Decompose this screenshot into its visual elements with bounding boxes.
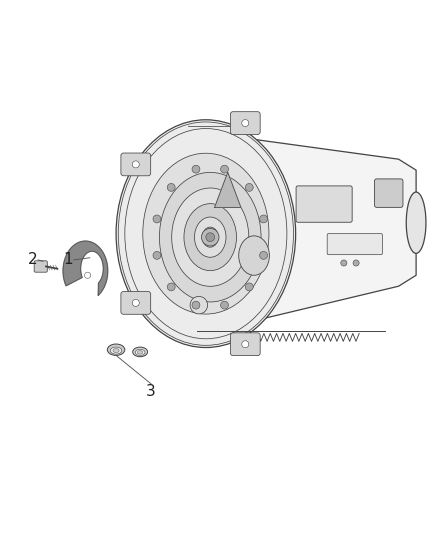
Ellipse shape: [107, 344, 125, 356]
Circle shape: [192, 165, 200, 173]
Circle shape: [242, 341, 249, 348]
Polygon shape: [184, 130, 416, 337]
FancyBboxPatch shape: [374, 179, 403, 207]
Circle shape: [167, 283, 175, 291]
Ellipse shape: [133, 347, 148, 357]
FancyBboxPatch shape: [121, 292, 151, 314]
Text: 2: 2: [28, 253, 38, 268]
Circle shape: [260, 215, 268, 223]
Circle shape: [153, 252, 161, 260]
Polygon shape: [215, 172, 241, 207]
Circle shape: [221, 165, 229, 173]
Circle shape: [245, 183, 253, 191]
Text: 1: 1: [63, 253, 73, 268]
Ellipse shape: [143, 153, 269, 314]
Ellipse shape: [116, 120, 296, 348]
Polygon shape: [63, 241, 108, 295]
Ellipse shape: [239, 236, 269, 275]
Ellipse shape: [194, 217, 226, 257]
FancyBboxPatch shape: [230, 112, 260, 134]
Circle shape: [132, 300, 139, 306]
Ellipse shape: [113, 349, 119, 352]
Circle shape: [153, 215, 161, 223]
FancyBboxPatch shape: [121, 153, 151, 176]
Circle shape: [167, 183, 175, 191]
Ellipse shape: [406, 192, 426, 253]
FancyBboxPatch shape: [296, 186, 352, 222]
Ellipse shape: [138, 351, 143, 354]
FancyBboxPatch shape: [34, 261, 47, 272]
Ellipse shape: [172, 188, 249, 286]
Circle shape: [132, 161, 139, 168]
Circle shape: [190, 296, 208, 314]
FancyBboxPatch shape: [327, 233, 382, 255]
Circle shape: [206, 233, 215, 241]
Circle shape: [221, 301, 229, 309]
Circle shape: [242, 119, 249, 126]
Text: 3: 3: [146, 384, 156, 399]
Circle shape: [201, 229, 219, 246]
Ellipse shape: [110, 347, 122, 354]
Circle shape: [341, 260, 347, 266]
Circle shape: [245, 283, 253, 291]
Ellipse shape: [135, 349, 145, 356]
Circle shape: [260, 252, 268, 260]
Ellipse shape: [159, 172, 261, 302]
Circle shape: [192, 301, 200, 309]
Ellipse shape: [202, 227, 218, 247]
Circle shape: [353, 260, 359, 266]
Circle shape: [85, 272, 91, 278]
FancyBboxPatch shape: [230, 333, 260, 356]
Ellipse shape: [184, 204, 237, 271]
